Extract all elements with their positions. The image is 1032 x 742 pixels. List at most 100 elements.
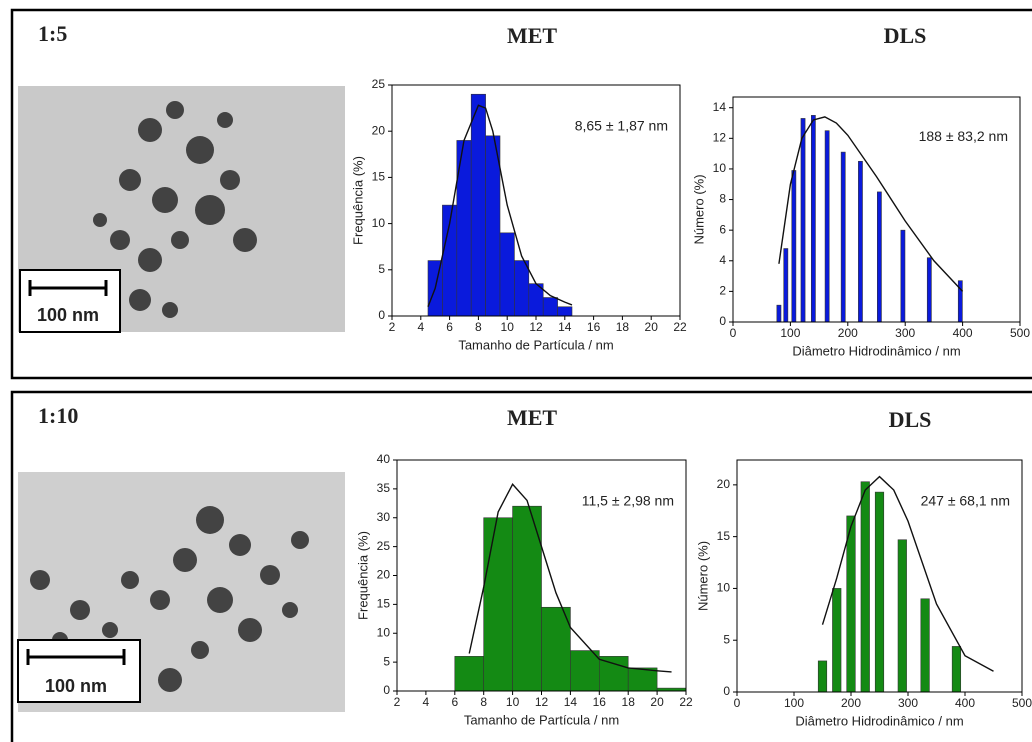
x-tick-label: 6 (451, 695, 458, 709)
x-tick-label: 0 (730, 326, 737, 340)
bar (598, 656, 629, 692)
dls-title: DLS (889, 407, 932, 432)
met-title: MET (507, 23, 557, 48)
y-tick-label: 0 (378, 308, 385, 322)
y-tick-label: 8 (719, 192, 726, 206)
x-tick-label: 18 (616, 320, 630, 334)
x-axis-label: Tamanho de Partícula / nm (458, 337, 613, 352)
fit-curve (778, 116, 964, 292)
bar (627, 667, 658, 692)
y-tick-label: 5 (383, 654, 390, 668)
y-tick-label: 14 (713, 100, 727, 114)
x-tick-label: 300 (898, 696, 918, 710)
bar (557, 306, 573, 317)
y-tick-label: 10 (717, 581, 731, 595)
bar (776, 304, 782, 323)
y-axis-label: Frequência (%) (350, 156, 365, 245)
x-tick-label: 16 (587, 320, 601, 334)
bar (542, 297, 558, 317)
x-axis-label: Diâmetro Hidrodinâmico / nm (795, 713, 963, 728)
bar (860, 481, 870, 693)
y-tick-label: 5 (723, 632, 730, 646)
y-tick-label: 12 (713, 130, 727, 144)
annotation: 247 ± 68,1 nm (921, 492, 1010, 508)
scale-label: 100 nm (45, 676, 107, 696)
x-tick-label: 500 (1010, 326, 1030, 340)
bar (840, 151, 846, 323)
bar (783, 248, 789, 323)
y-tick-label: 15 (372, 170, 386, 184)
x-tick-label: 20 (650, 695, 664, 709)
y-tick-label: 30 (377, 510, 391, 524)
annotation: 188 ± 83,2 nm (919, 128, 1008, 144)
bar (454, 656, 484, 692)
y-axis-label: Número (%) (691, 174, 706, 244)
bar (514, 260, 530, 317)
x-tick-label: 200 (838, 326, 858, 340)
fit-curve (427, 104, 573, 308)
fit-curve (468, 483, 672, 673)
panel-frame (10, 8, 1032, 380)
ratio-label: 1:10 (38, 403, 78, 428)
bar (858, 160, 863, 323)
y-tick-label: 0 (383, 683, 390, 697)
y-tick-label: 5 (378, 262, 385, 276)
bar (791, 170, 797, 323)
x-tick-label: 14 (558, 320, 572, 334)
x-axis-label: Tamanho de Partícula / nm (464, 712, 619, 727)
x-tick-label: 14 (564, 695, 578, 709)
bar (800, 118, 806, 323)
y-tick-label: 15 (377, 597, 391, 611)
bar (541, 606, 571, 692)
bar (470, 93, 486, 317)
bar (810, 115, 816, 323)
bar (846, 515, 856, 693)
y-tick-label: 0 (719, 314, 726, 328)
x-tick-label: 16 (593, 695, 607, 709)
x-tick-label: 10 (506, 695, 520, 709)
y-tick-label: 25 (377, 539, 391, 553)
y-tick-label: 25 (372, 77, 386, 91)
bar (874, 491, 885, 693)
x-tick-label: 22 (673, 320, 687, 334)
x-tick-label: 12 (535, 695, 549, 709)
x-tick-label: 2 (389, 320, 396, 334)
x-tick-label: 4 (423, 695, 430, 709)
bar (900, 229, 906, 323)
bar (485, 135, 501, 317)
fit-curve (821, 475, 994, 672)
bar (570, 650, 600, 692)
y-tick-label: 0 (723, 684, 730, 698)
y-tick-label: 6 (719, 222, 726, 236)
x-tick-label: 20 (645, 320, 659, 334)
y-tick-label: 10 (377, 625, 391, 639)
y-tick-label: 40 (377, 452, 391, 466)
bar (877, 191, 882, 323)
x-tick-label: 0 (734, 696, 741, 710)
y-tick-label: 2 (719, 284, 726, 298)
bar (483, 517, 513, 692)
x-tick-label: 100 (780, 326, 800, 340)
plot-frame (732, 96, 1021, 323)
ratio-label: 1:5 (38, 21, 67, 46)
y-tick-label: 10 (713, 161, 727, 175)
annotation: 11,5 ± 2,98 nm (582, 492, 674, 508)
x-axis-label: Diâmetro Hidrodinâmico / nm (792, 343, 960, 358)
x-tick-label: 2 (394, 695, 401, 709)
bar (499, 232, 515, 317)
scale-label: 100 nm (37, 305, 99, 325)
bar (920, 598, 930, 693)
bar (897, 539, 907, 693)
x-tick-label: 300 (895, 326, 915, 340)
x-tick-label: 22 (679, 695, 693, 709)
y-tick-label: 20 (717, 477, 731, 491)
x-tick-label: 8 (480, 695, 487, 709)
x-tick-label: 10 (501, 320, 515, 334)
y-axis-label: Número (%) (695, 541, 710, 611)
y-tick-label: 15 (717, 529, 731, 543)
x-tick-label: 8 (475, 320, 482, 334)
bar (951, 646, 962, 693)
x-tick-label: 200 (841, 696, 861, 710)
x-tick-label: 100 (784, 696, 804, 710)
